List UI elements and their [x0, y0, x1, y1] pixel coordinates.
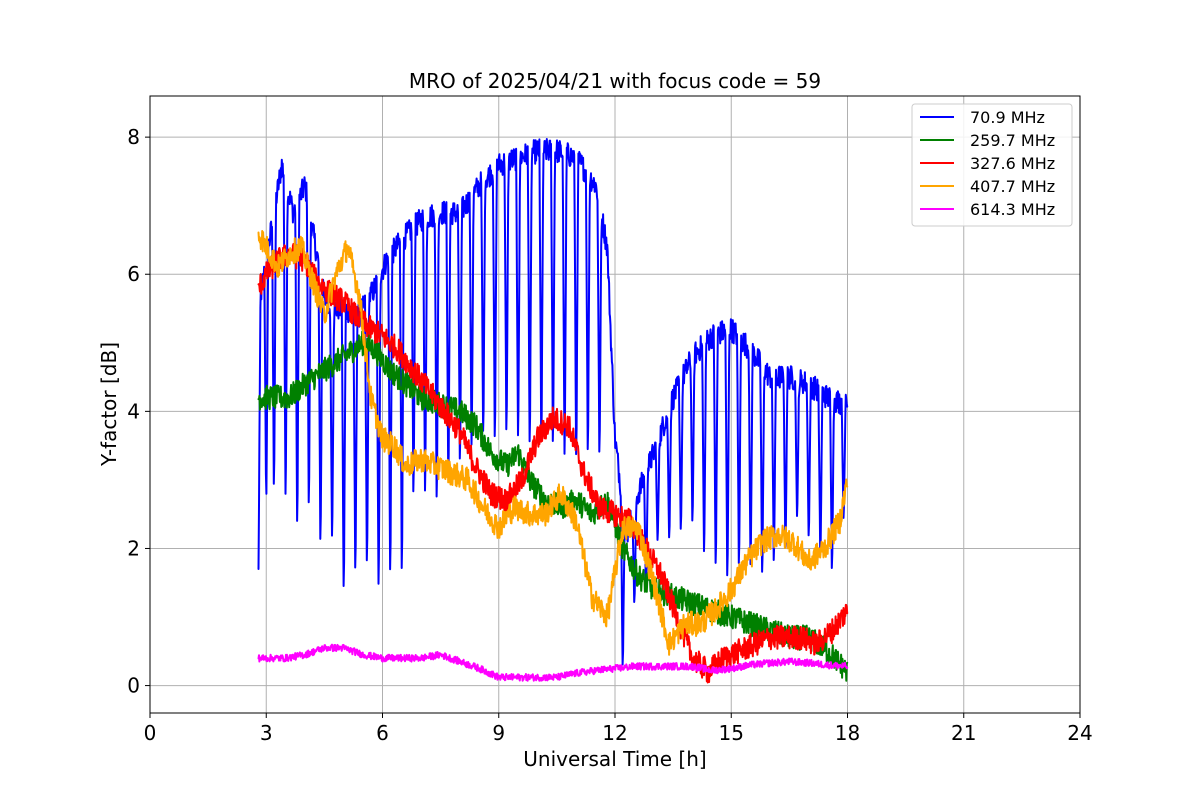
series-line-5 [257, 643, 849, 682]
y-tick-label: 4 [127, 399, 140, 423]
chart-title: MRO of 2025/04/21 with focus code = 59 [409, 69, 821, 93]
x-tick-label: 0 [144, 721, 157, 745]
y-tick-label: 8 [127, 125, 140, 149]
series-line-1 [257, 138, 849, 666]
y-axis-label: Y-factor [dB] [97, 342, 121, 467]
x-tick-label: 9 [492, 721, 505, 745]
legend-label: 259.7 MHz [970, 131, 1055, 150]
x-tick-label: 6 [376, 721, 389, 745]
y-tick-label: 6 [127, 262, 140, 286]
x-tick-label: 24 [1067, 721, 1092, 745]
legend-label: 614.3 MHz [970, 200, 1055, 219]
series-line-4 [257, 230, 849, 656]
series-line-3 [257, 243, 849, 684]
x-tick-label: 18 [835, 721, 860, 745]
legend: 70.9 MHz 259.7 MHz 327.6 MHz 407.7 MHz 614.3… [911, 103, 1073, 227]
x-tick-label: 15 [719, 721, 744, 745]
x-axis-label: Universal Time [h] [523, 747, 706, 771]
y-tick-label: 0 [127, 674, 140, 698]
legend-label: 327.6 MHz [970, 154, 1055, 173]
x-tick-label: 21 [951, 721, 976, 745]
legend-label: 407.7 MHz [970, 177, 1055, 196]
legend-box [911, 103, 1073, 227]
y-tick-label: 2 [127, 536, 140, 560]
x-tick-label: 3 [260, 721, 273, 745]
series-layer [257, 138, 849, 684]
x-tick-label: 12 [602, 721, 627, 745]
legend-label: 70.9 MHz [970, 108, 1045, 127]
